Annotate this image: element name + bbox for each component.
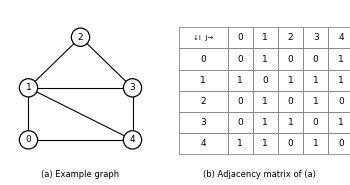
Text: 1: 1 — [288, 118, 293, 127]
Bar — [278, 70, 303, 91]
Text: 0: 0 — [288, 139, 293, 148]
Text: 0: 0 — [262, 76, 268, 85]
Bar — [303, 48, 328, 70]
Bar — [303, 27, 328, 48]
Text: 2: 2 — [78, 33, 83, 42]
Bar — [253, 112, 278, 133]
Bar — [228, 112, 253, 133]
Text: 3: 3 — [200, 118, 206, 127]
Bar — [303, 133, 328, 154]
Text: 0: 0 — [237, 118, 243, 127]
Bar — [278, 27, 303, 48]
Circle shape — [19, 131, 37, 149]
Text: 1: 1 — [262, 139, 268, 148]
Bar — [228, 27, 253, 48]
Text: ↓i  j→: ↓i j→ — [193, 35, 213, 41]
Text: 0: 0 — [200, 55, 206, 63]
Bar — [328, 91, 350, 112]
Bar — [303, 112, 328, 133]
Bar — [178, 27, 228, 48]
Text: 3: 3 — [130, 83, 135, 92]
Text: 1: 1 — [338, 55, 344, 63]
Bar — [328, 133, 350, 154]
Text: 1: 1 — [262, 33, 268, 42]
Bar — [178, 70, 228, 91]
Text: 0: 0 — [313, 55, 319, 63]
Bar — [178, 133, 228, 154]
Text: 4: 4 — [200, 139, 206, 148]
Bar — [278, 112, 303, 133]
Circle shape — [124, 79, 142, 97]
Text: 1: 1 — [262, 97, 268, 106]
Bar — [328, 112, 350, 133]
Bar — [228, 48, 253, 70]
Bar — [228, 133, 253, 154]
Bar — [253, 70, 278, 91]
Text: 0: 0 — [26, 135, 31, 144]
Bar — [178, 48, 228, 70]
Text: 1: 1 — [288, 76, 293, 85]
Text: 2: 2 — [288, 33, 293, 42]
Text: 0: 0 — [288, 97, 293, 106]
Bar — [178, 91, 228, 112]
Text: 0: 0 — [237, 97, 243, 106]
Text: 1: 1 — [26, 83, 31, 92]
Bar — [303, 91, 328, 112]
Text: 1: 1 — [313, 76, 319, 85]
Text: 0: 0 — [237, 33, 243, 42]
Text: 1: 1 — [262, 118, 268, 127]
Circle shape — [71, 28, 90, 46]
Text: 2: 2 — [200, 97, 206, 106]
Text: 1: 1 — [200, 76, 206, 85]
Bar — [228, 91, 253, 112]
Text: 3: 3 — [313, 33, 319, 42]
Text: 1: 1 — [237, 76, 243, 85]
Bar — [278, 133, 303, 154]
Text: 0: 0 — [313, 118, 319, 127]
Text: (a) Example graph: (a) Example graph — [41, 170, 120, 179]
Bar — [228, 70, 253, 91]
Text: 0: 0 — [288, 55, 293, 63]
Bar — [253, 133, 278, 154]
Bar — [328, 27, 350, 48]
Bar — [178, 112, 228, 133]
Text: 1: 1 — [262, 55, 268, 63]
Text: 1: 1 — [338, 118, 344, 127]
Text: 1: 1 — [237, 139, 243, 148]
Text: 0: 0 — [338, 97, 344, 106]
Text: 4: 4 — [338, 33, 344, 42]
Text: 0: 0 — [237, 55, 243, 63]
Text: 1: 1 — [313, 139, 319, 148]
Bar — [278, 91, 303, 112]
Bar — [328, 70, 350, 91]
Bar — [253, 91, 278, 112]
Text: 4: 4 — [130, 135, 135, 144]
Text: (b) Adjacency matrix of (a): (b) Adjacency matrix of (a) — [203, 170, 315, 179]
Bar — [328, 48, 350, 70]
Circle shape — [124, 131, 142, 149]
Bar — [253, 48, 278, 70]
Bar — [253, 27, 278, 48]
Circle shape — [19, 79, 37, 97]
Text: 0: 0 — [338, 139, 344, 148]
Text: 1: 1 — [338, 76, 344, 85]
Bar — [303, 70, 328, 91]
Text: 1: 1 — [313, 97, 319, 106]
Bar — [278, 48, 303, 70]
